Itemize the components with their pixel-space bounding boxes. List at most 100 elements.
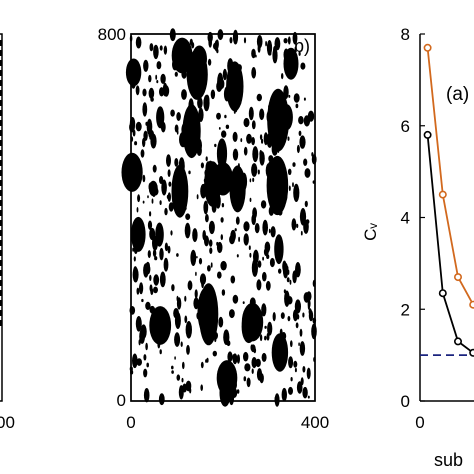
- ellipse-blob: [131, 216, 146, 252]
- ellipse-blob: [248, 245, 251, 250]
- cv-x-tick-label: 0: [415, 413, 424, 432]
- ellipse-blob: [285, 265, 289, 271]
- ellipse-blob: [215, 193, 221, 209]
- ellipse-blob: [197, 287, 215, 335]
- ellipse-blob: [142, 200, 145, 204]
- ellipse-blob: [159, 200, 162, 206]
- ellipse-blob: [150, 287, 154, 296]
- ellipse-blob: [304, 387, 307, 393]
- ellipse-blob: [283, 38, 288, 44]
- ellipse-blob: [298, 342, 300, 347]
- ellipse-blob: [306, 291, 312, 302]
- ellipse-blob: [167, 192, 171, 202]
- ellipse-blob: [295, 322, 299, 329]
- ellipse-blob: [251, 357, 257, 369]
- ellipse-blob: [149, 274, 152, 281]
- ellipse-blob: [172, 59, 176, 69]
- ellipse-blob: [205, 156, 208, 162]
- ellipse-blob: [191, 57, 205, 86]
- ellipse-blob: [306, 367, 311, 380]
- ellipse-blob: [302, 366, 306, 373]
- ellipse-blob: [289, 279, 292, 285]
- ellipse-blob: [162, 82, 168, 97]
- ellipse-blob: [196, 194, 199, 200]
- ellipse-blob: [298, 116, 304, 125]
- cv-x-axis-label: sub: [434, 450, 463, 470]
- ellipse-blob: [181, 377, 184, 383]
- ellipse-blob: [269, 257, 275, 268]
- ellipse-blob: [143, 354, 147, 361]
- ellipse-blob: [218, 316, 224, 328]
- ellipse-blob: [287, 168, 292, 175]
- cv-y-tick-label: 2: [401, 300, 410, 319]
- ellipse-blob: [135, 316, 142, 332]
- ellipse-blob: [249, 252, 252, 258]
- ellipse-blob: [294, 46, 297, 52]
- ellipse-blob: [160, 73, 166, 84]
- ellipse-blob: [241, 310, 256, 344]
- ellipse-blob: [224, 114, 227, 119]
- ellipse-blob: [163, 45, 168, 55]
- ellipse-blob: [170, 109, 175, 117]
- series-0-point: [469, 300, 474, 309]
- ellipse-blob: [226, 61, 244, 112]
- ellipse-blob: [143, 388, 150, 403]
- ellipse-blob: [137, 194, 141, 203]
- ellipse-blob: [147, 220, 153, 230]
- ellipse-blob: [205, 214, 209, 223]
- ellipse-blob: [149, 211, 152, 217]
- ellipse-blob: [294, 367, 297, 373]
- ellipse-blob: [159, 45, 163, 51]
- ellipse-blob: [248, 106, 254, 121]
- ellipse-blob: [279, 328, 283, 336]
- ellipse-blob: [210, 89, 216, 100]
- ellipse-blob: [237, 163, 240, 170]
- ellipse-blob: [145, 342, 148, 351]
- ellipse-blob: [241, 197, 244, 202]
- ellipse-blob: [274, 37, 281, 51]
- ellipse-blob: [214, 143, 217, 148]
- ellipse-blob: [259, 108, 265, 121]
- ellipse-blob: [292, 309, 298, 322]
- ellipse-blob: [229, 37, 233, 44]
- ellipse-blob: [274, 393, 280, 407]
- ellipse-blob: [236, 254, 239, 258]
- ellipse-blob: [275, 178, 279, 189]
- ellipse-blob: [262, 256, 264, 261]
- ellipse-blob: [233, 108, 236, 114]
- ellipse-blob: [176, 297, 182, 310]
- ellipse-blob: [232, 294, 239, 304]
- ellipse-blob: [201, 280, 205, 289]
- ellipse-blob: [290, 63, 294, 69]
- ellipse-blob: [213, 42, 217, 50]
- ellipse-blob: [216, 138, 228, 169]
- ellipse-blob: [214, 335, 217, 343]
- ellipse-blob: [263, 247, 269, 257]
- ellipse-blob: [208, 220, 215, 235]
- ellipse-blob: [211, 334, 214, 340]
- ellipse-blob: [230, 275, 236, 284]
- ellipse-blob: [280, 104, 293, 131]
- ellipse-blob: [180, 341, 183, 348]
- ellipse-blob: [243, 117, 250, 128]
- ellipse-blob: [208, 160, 213, 166]
- left-panel-frame: [0, 33, 3, 402]
- ellipse-blob: [140, 149, 145, 158]
- cv-chart: 0 2 4 6 8 (a) Cᵥ 0 sub: [361, 25, 474, 470]
- ellipse-blob: [274, 234, 284, 265]
- ellipse-blob: [171, 284, 175, 292]
- ellipse-blob: [232, 356, 235, 362]
- ellipse-blob: [292, 182, 294, 188]
- ellipse-blob: [156, 80, 159, 84]
- ellipse-blob: [149, 43, 154, 52]
- ellipse-blob: [176, 253, 179, 257]
- ellipse-blob: [249, 178, 252, 183]
- ellipse-blob: [257, 169, 260, 175]
- ellipse-blob: [270, 226, 276, 238]
- ellipse-blob: [265, 41, 267, 47]
- ellipse-blob: [197, 97, 203, 109]
- ellipse-blob: [286, 277, 290, 283]
- ellipse-blob: [209, 322, 211, 328]
- ellipse-blob: [299, 341, 306, 356]
